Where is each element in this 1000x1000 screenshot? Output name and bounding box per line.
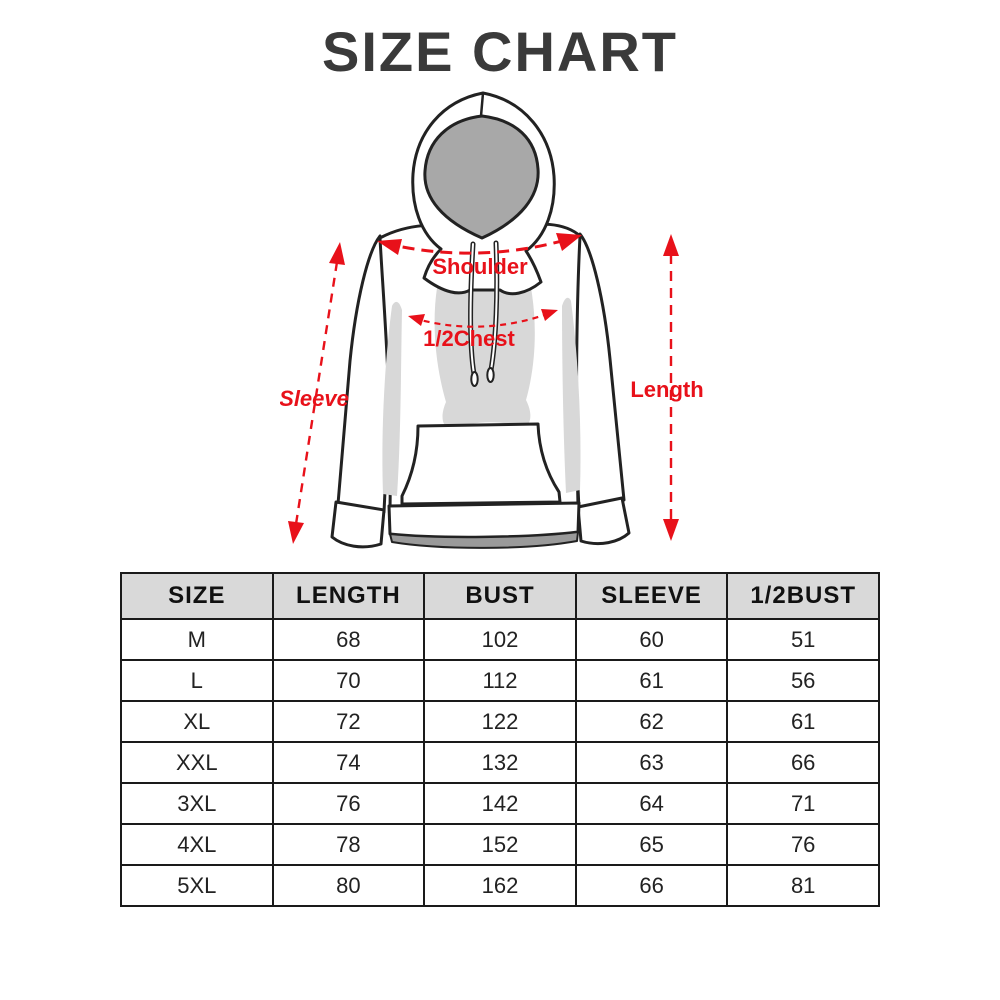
- hoodie-illustration: [330, 91, 631, 549]
- col-header-size: SIZE: [120, 572, 274, 620]
- cell-halfbust: 71: [726, 782, 880, 825]
- cell-bust: 112: [423, 659, 577, 702]
- cell-bust: 162: [423, 864, 577, 907]
- sleeve-label: Sleeve: [280, 386, 349, 411]
- cell-size: XXL: [120, 741, 274, 784]
- cell-size: M: [120, 618, 274, 661]
- cell-sleeve: 65: [574, 823, 729, 866]
- cell-sleeve: 60: [574, 618, 729, 661]
- length-label: Length: [630, 377, 703, 402]
- cell-length: 80: [271, 864, 426, 907]
- hoodie-hem-band: [387, 501, 581, 539]
- half-chest-label: 1/2Chest: [423, 326, 515, 351]
- hoodie-hood-seam: [479, 91, 485, 118]
- cell-length: 72: [271, 700, 426, 743]
- cell-size: L: [120, 659, 274, 702]
- hoodie-shading: [382, 254, 581, 496]
- cell-halfbust: 61: [726, 700, 880, 743]
- cell-bust: 122: [423, 700, 577, 743]
- col-header-length: LENGTH: [271, 572, 426, 620]
- measurement-annotations: Shoulder 1/2Chest Sleeve: [280, 233, 704, 544]
- cell-halfbust: 56: [726, 659, 880, 702]
- hoodie-left-cuff: [330, 500, 386, 549]
- col-header-halfbust: 1/2BUST: [726, 572, 880, 620]
- hoodie-pocket: [400, 422, 562, 506]
- cell-size: 5XL: [120, 864, 274, 907]
- cell-length: 76: [271, 782, 426, 825]
- cell-length: 78: [271, 823, 426, 866]
- cell-sleeve: 63: [574, 741, 729, 784]
- cell-size: 4XL: [120, 823, 274, 866]
- cell-sleeve: 66: [574, 864, 729, 907]
- size-table-row: 3XL 76 142 64 71: [120, 782, 880, 825]
- cell-halfbust: 76: [726, 823, 880, 866]
- half-chest-arrow: [408, 309, 558, 328]
- col-header-sleeve: SLEEVE: [574, 572, 729, 620]
- sleeve-arrow: [288, 242, 345, 544]
- cell-bust: 132: [423, 741, 577, 784]
- hoodie-diagram-container: Shoulder 1/2Chest Sleeve: [280, 86, 720, 566]
- col-header-bust: BUST: [423, 572, 577, 620]
- size-table-body: M 68 102 60 51 L 70 112 61 56 XL 72: [120, 618, 880, 907]
- cell-sleeve: 62: [574, 700, 729, 743]
- cell-size: 3XL: [120, 782, 274, 825]
- size-table-row: XXL 74 132 63 66: [120, 741, 880, 784]
- size-table: SIZE LENGTH BUST SLEEVE 1/2BUST M 68 102…: [120, 572, 880, 907]
- hoodie-hem-lip: [389, 531, 579, 549]
- cell-sleeve: 61: [574, 659, 729, 702]
- size-table-head: SIZE LENGTH BUST SLEEVE 1/2BUST: [120, 572, 880, 620]
- page-title: SIZE CHART: [322, 20, 678, 83]
- cell-bust: 142: [423, 782, 577, 825]
- hoodie-hood-opening: [423, 114, 540, 240]
- size-table-header-row: SIZE LENGTH BUST SLEEVE 1/2BUST: [120, 572, 880, 620]
- size-table-row: XL 72 122 62 61: [120, 700, 880, 743]
- cell-length: 68: [271, 618, 426, 661]
- cell-bust: 102: [423, 618, 577, 661]
- hoodie-measurement-diagram: Shoulder 1/2Chest Sleeve: [280, 91, 704, 549]
- hoodie-drawstrings: [468, 240, 500, 387]
- cell-sleeve: 64: [574, 782, 729, 825]
- size-table-row: M 68 102 60 51: [120, 618, 880, 661]
- size-table-row: 5XL 80 162 66 81: [120, 864, 880, 907]
- cell-length: 70: [271, 659, 426, 702]
- cell-halfbust: 66: [726, 741, 880, 784]
- size-table-row: L 70 112 61 56: [120, 659, 880, 702]
- shoulder-label: Shoulder: [432, 254, 528, 279]
- cell-size: XL: [120, 700, 274, 743]
- cell-length: 74: [271, 741, 426, 784]
- hoodie-right-cuff: [576, 496, 631, 546]
- shoulder-arrow: [377, 233, 582, 255]
- length-arrow: [663, 234, 679, 541]
- cell-halfbust: 51: [726, 618, 880, 661]
- size-table-row: 4XL 78 152 65 76: [120, 823, 880, 866]
- cell-bust: 152: [423, 823, 577, 866]
- cell-halfbust: 81: [726, 864, 880, 907]
